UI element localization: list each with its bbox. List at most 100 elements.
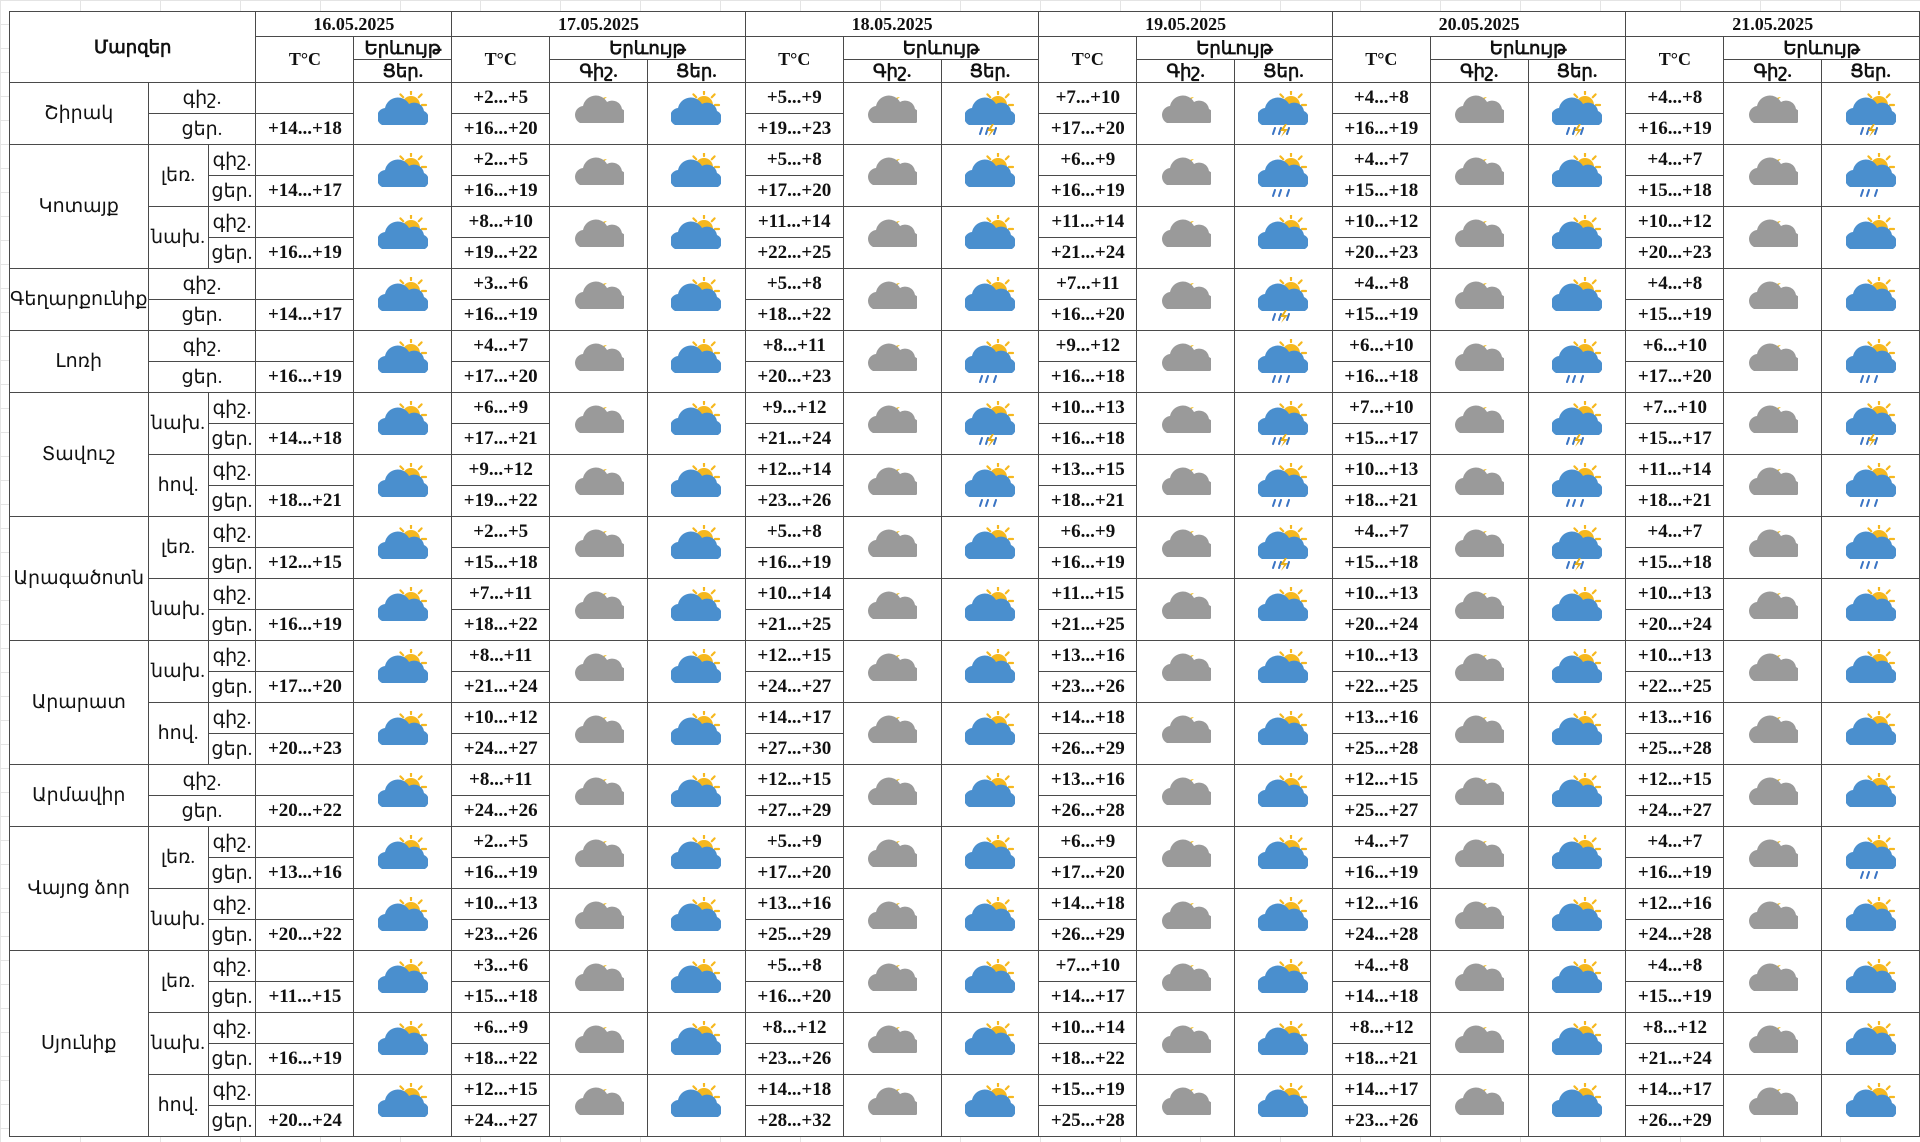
weather-cell	[1429, 516, 1529, 579]
weather-cell	[1527, 1012, 1627, 1075]
table-row: ցեր. +14...+17 +16...+19 +18...+22 +16...+20…	[10, 299, 1920, 331]
night-temp: +13...+15	[1038, 454, 1138, 486]
partly-cloudy-sun-icon	[1529, 152, 1625, 199]
night-temp	[255, 1012, 355, 1044]
weather-cell	[1527, 392, 1627, 455]
night-row-label: գիշ.	[207, 640, 257, 672]
weather-cell	[353, 640, 453, 703]
weather-cell	[1821, 268, 1920, 331]
night-temp: +5...+8	[744, 268, 844, 300]
thunderstorm-sun-icon	[1823, 400, 1919, 447]
day-temp: +16...+19	[255, 361, 355, 393]
cloud-moon-icon	[844, 649, 940, 695]
partly-cloudy-sun-icon	[1236, 586, 1332, 633]
day-temp: +28...+32	[744, 1105, 844, 1137]
weather-cell	[1527, 268, 1627, 331]
weather-cell	[353, 1074, 453, 1137]
partly-cloudy-sun-icon	[648, 772, 744, 819]
night-temp: +12...+15	[451, 1074, 551, 1106]
weather-cell	[1136, 392, 1236, 455]
day-temp: +15...+19	[1331, 299, 1431, 331]
cloud-moon-icon	[551, 711, 647, 757]
night-temp	[255, 330, 355, 362]
cloud-moon-icon	[1725, 277, 1821, 323]
night-temp: +10...+13	[451, 888, 551, 920]
partly-cloudy-sun-icon	[1529, 772, 1625, 819]
temp-header: T°C	[1038, 36, 1138, 83]
weather-cell	[353, 888, 453, 951]
cloud-moon-icon	[1138, 1021, 1234, 1067]
night-temp: +4...+7	[1331, 516, 1431, 548]
day-temp: +17...+20	[1038, 857, 1138, 889]
partly-cloudy-sun-icon	[1236, 772, 1332, 819]
night-temp: +10...+13	[1331, 578, 1431, 610]
partly-cloudy-sun-icon	[355, 958, 451, 1005]
night-temp: +14...+18	[1038, 888, 1138, 920]
day-temp: +14...+17	[255, 299, 355, 331]
night-temp: +7...+11	[451, 578, 551, 610]
rain-sun-icon	[1823, 338, 1919, 385]
night-temp	[255, 578, 355, 610]
night-temp: +8...+11	[744, 330, 844, 362]
weather-cell	[1136, 1074, 1236, 1137]
temp-header: T°C	[451, 36, 551, 83]
table-row: ցեր. +16...+19 +19...+22 +22...+25 +21...+24…	[10, 237, 1920, 269]
partly-cloudy-sun-icon	[942, 276, 1038, 323]
day-temp: +18...+21	[1331, 485, 1431, 517]
cloud-moon-icon	[1138, 959, 1234, 1005]
day-row-label: ցեր.	[207, 547, 257, 579]
partly-cloudy-sun-icon	[1529, 276, 1625, 323]
night-temp	[255, 888, 355, 920]
day-row-label: ցեր.	[207, 733, 257, 765]
partly-cloudy-sun-icon	[648, 834, 744, 881]
weather-cell	[1136, 454, 1236, 517]
cloud-moon-icon	[1138, 525, 1234, 571]
day-temp: +20...+24	[255, 1105, 355, 1137]
weather-cell	[353, 578, 453, 641]
partly-cloudy-sun-icon	[355, 586, 451, 633]
weather-cell	[1527, 516, 1627, 579]
day-temp: +18...+22	[451, 1043, 551, 1075]
day-temp: +25...+28	[1331, 733, 1431, 765]
night-temp: +11...+14	[744, 206, 844, 238]
cloud-moon-icon	[551, 835, 647, 881]
weather-cell	[1821, 826, 1920, 889]
weather-cell	[1821, 578, 1920, 641]
day-row-label: ցեր.	[207, 981, 257, 1013]
weather-cell	[1723, 144, 1823, 207]
table-row: հով. գիշ. +10...+12 +14...+17 +14...+18 +13..…	[10, 702, 1920, 765]
rain-sun-icon	[1529, 338, 1625, 385]
cloud-moon-icon	[1725, 1021, 1821, 1067]
weather-cell	[1723, 950, 1823, 1013]
cloud-moon-icon	[844, 835, 940, 881]
partly-cloudy-sun-icon	[942, 896, 1038, 943]
partly-cloudy-sun-icon	[648, 896, 744, 943]
weather-cell	[1429, 144, 1529, 207]
partly-cloudy-sun-icon	[1823, 772, 1919, 819]
day-temp: +24...+27	[451, 733, 551, 765]
night-temp: +8...+10	[451, 206, 551, 238]
night-temp: +4...+7	[1625, 516, 1725, 548]
partly-cloudy-sun-icon	[1236, 958, 1332, 1005]
day-temp: +15...+17	[1331, 423, 1431, 455]
night-temp: +12...+15	[744, 764, 844, 796]
weather-cell	[647, 206, 746, 269]
weather-cell	[1429, 1012, 1529, 1075]
day-temp: +18...+22	[744, 299, 844, 331]
day-subheader: Ցեր.	[1527, 59, 1627, 83]
weather-cell	[940, 1012, 1040, 1075]
weather-cell	[842, 888, 942, 951]
partly-cloudy-sun-icon	[1823, 958, 1919, 1005]
weather-cell	[1429, 206, 1529, 269]
temp-header: T°C	[255, 36, 355, 83]
weather-cell	[647, 764, 746, 827]
night-subheader: Գիշ.	[1429, 59, 1529, 83]
region-name: Արագածոտն	[9, 516, 149, 641]
weather-cell	[1136, 206, 1236, 269]
night-temp: +13...+16	[1331, 702, 1431, 734]
night-temp: +7...+10	[1038, 82, 1138, 114]
weather-cell	[353, 1012, 453, 1075]
table-row: հով. գիշ. +12...+15 +14...+18 +15...+19 +14..…	[10, 1074, 1920, 1137]
weather-cell	[549, 392, 648, 455]
weather-cell	[647, 1012, 746, 1075]
